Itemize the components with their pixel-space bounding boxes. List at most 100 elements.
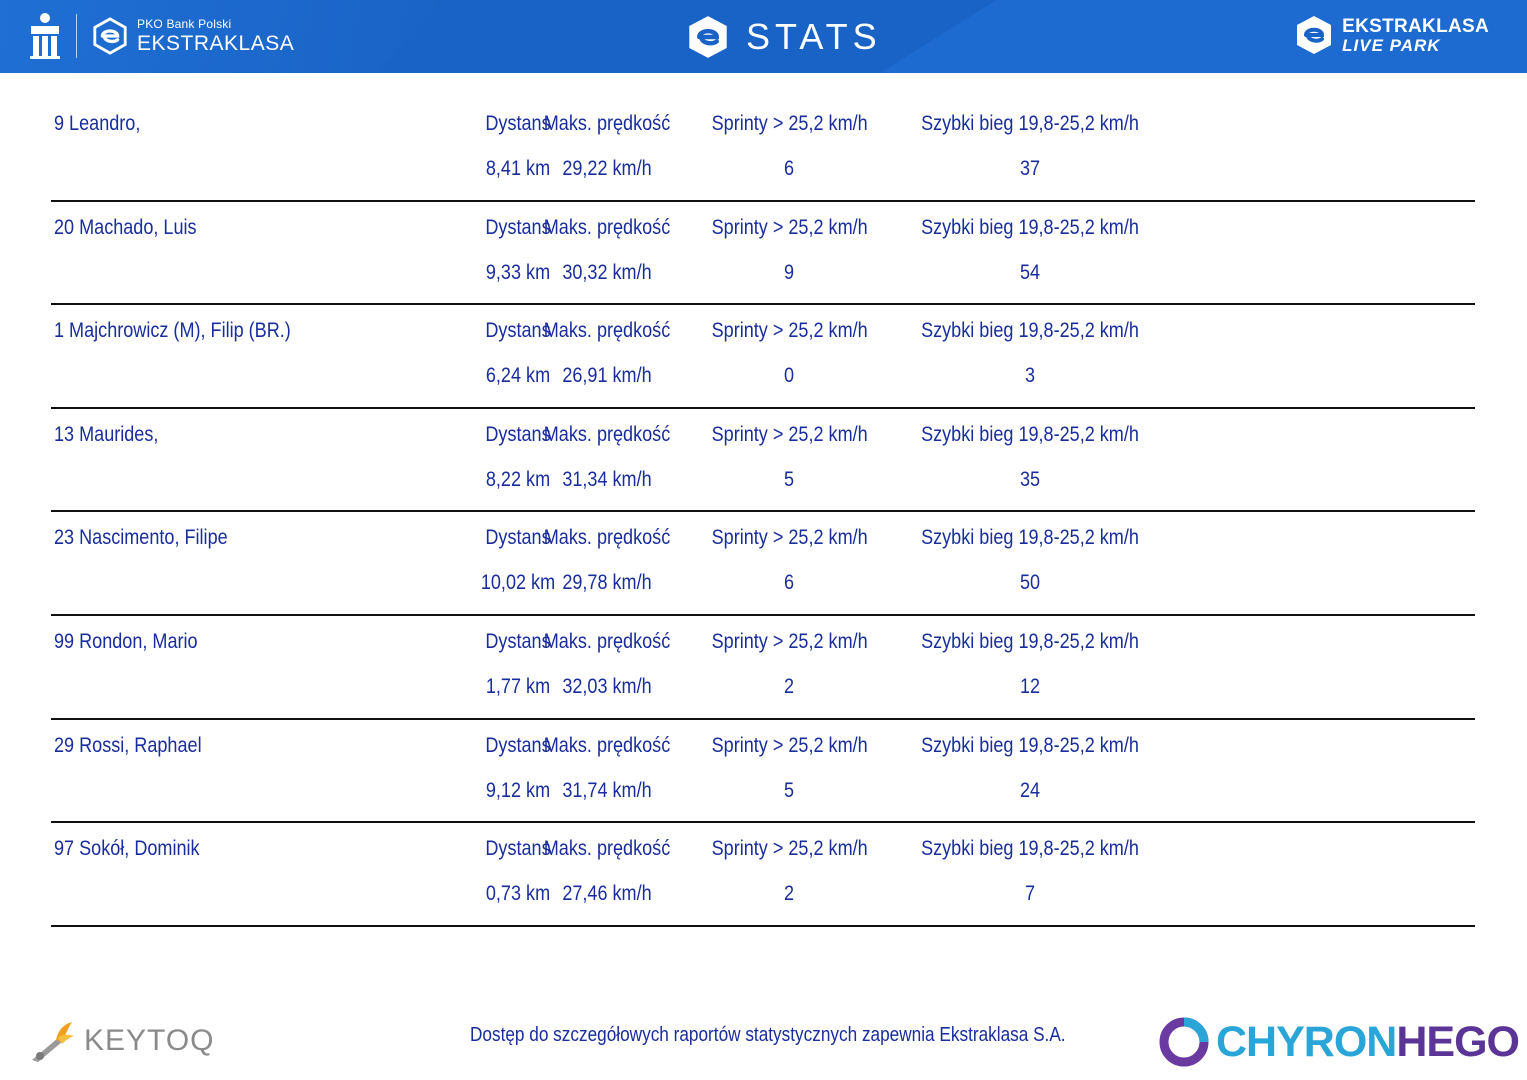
table-row: 97 Sokół, Dominik Dystans Maks. prędkość Sp… <box>51 823 1475 927</box>
header-sprints: Sprinty > 25,2 km/h <box>711 319 868 343</box>
table-row: 23 Nascimento, Filipe Dystans Maks. prędko… <box>51 512 1475 616</box>
header-sprints: Sprinty > 25,2 km/h <box>711 526 868 550</box>
header-fast-run: Szybki bieg 19,8-25,2 km/h <box>921 526 1139 550</box>
header-bar: PKO Bank Polski EKSTRAKLASA STATS EKSTRA… <box>0 0 1527 73</box>
table-row: 20 Machado, Luis Dystans Maks. prędkość Spr… <box>51 202 1475 306</box>
header-fast-run: Szybki bieg 19,8-25,2 km/h <box>921 319 1139 343</box>
value-distance: 9,33 km <box>485 260 551 284</box>
header-fast-run: Szybki bieg 19,8-25,2 km/h <box>921 733 1139 757</box>
table-row: 13 Maurides, Dystans Maks. prędkość Sprinty… <box>51 409 1475 513</box>
table-row: 29 Rossi, Raphael Dystans Maks. prędkość Sp… <box>51 720 1475 824</box>
value-distance: 0,73 km <box>485 882 551 906</box>
value-max-speed: 29,22 km/h <box>562 157 652 180</box>
header-fast-run: Szybki bieg 19,8-25,2 km/h <box>921 837 1139 861</box>
sponsor-small-text: PKO Bank Polski <box>137 17 232 31</box>
header-distance: Dystans <box>485 422 551 446</box>
page-title-text: STATS <box>746 16 882 57</box>
value-fast-run: 3 <box>1024 364 1036 388</box>
header-max-speed: Maks. prędkość <box>543 526 671 550</box>
header-sprints: Sprinty > 25,2 km/h <box>711 629 868 653</box>
header-fast-run: Szybki bieg 19,8-25,2 km/h <box>921 422 1139 446</box>
value-distance: 9,12 km <box>485 778 551 802</box>
table-row: 1 Majchrowicz (M), Filip (BR.) Dystans Mak… <box>51 305 1475 409</box>
player-name: 9 Leandro, <box>54 112 141 135</box>
value-max-speed: 27,46 km/h <box>562 882 652 906</box>
value-max-speed: 26,91 km/h <box>562 364 652 388</box>
value-distance: 6,24 km <box>485 364 551 388</box>
header-max-speed: Maks. prędkość <box>543 422 671 446</box>
value-sprints: 6 <box>783 571 795 595</box>
player-name: 99 Rondon, Mario <box>54 629 198 653</box>
player-name: 1 Majchrowicz (M), Filip (BR.) <box>54 319 291 343</box>
header-distance: Dystans <box>485 629 551 653</box>
header-max-speed: Maks. prędkość <box>543 837 671 861</box>
value-fast-run: 37 <box>1019 157 1041 180</box>
keytoq-text: KEYTOQ <box>84 1024 215 1057</box>
keytoq-logo: KEYTOQ <box>28 1016 214 1066</box>
hego-text: HEGO <box>1396 1017 1520 1066</box>
footer-note: Dostęp do szczegółowych raportów statyst… <box>470 1024 1066 1046</box>
value-sprints: 2 <box>783 674 795 698</box>
value-sprints: 6 <box>783 157 795 180</box>
value-distance: 8,22 km <box>485 467 551 491</box>
value-sprints: 5 <box>783 467 795 491</box>
header-fast-run: Szybki bieg 19,8-25,2 km/h <box>921 112 1139 135</box>
chyronhego-logo-icon <box>1159 1017 1209 1067</box>
value-distance: 10,02 km <box>480 571 556 595</box>
header-sprints: Sprinty > 25,2 km/h <box>711 837 868 861</box>
live-park-line2: LIVE PARK <box>1342 35 1441 55</box>
value-fast-run: 35 <box>1019 467 1041 491</box>
page-title: STATS <box>686 14 882 60</box>
header-facet-left <box>0 0 440 73</box>
value-sprints: 9 <box>783 260 795 284</box>
header-sprints: Sprinty > 25,2 km/h <box>711 733 868 757</box>
header-max-speed: Maks. prędkość <box>543 319 671 343</box>
header-distance: Dystans <box>485 733 551 757</box>
header-distance: Dystans <box>485 837 551 861</box>
player-name: 97 Sokół, Dominik <box>54 837 200 861</box>
header-sprints: Sprinty > 25,2 km/h <box>711 215 868 239</box>
header-max-speed: Maks. prędkość <box>543 112 671 135</box>
header-sprints: Sprinty > 25,2 km/h <box>711 112 868 135</box>
keytoq-logo-icon <box>32 1022 74 1062</box>
player-name: 20 Machado, Luis <box>54 215 197 239</box>
ekstraklasa-logo-icon <box>93 17 127 55</box>
value-sprints: 0 <box>783 364 795 388</box>
header-max-speed: Maks. prędkość <box>543 733 671 757</box>
header-distance: Dystans <box>485 319 551 343</box>
value-fast-run: 54 <box>1019 260 1041 284</box>
logo-divider <box>76 14 77 58</box>
live-park-line1: EKSTRAKLASA <box>1342 15 1489 37</box>
header-fast-run: Szybki bieg 19,8-25,2 km/h <box>921 215 1139 239</box>
value-max-speed: 30,32 km/h <box>562 260 652 284</box>
value-max-speed: 31,74 km/h <box>562 778 652 802</box>
value-distance: 8,41 km <box>485 157 551 180</box>
value-sprints: 2 <box>783 882 795 906</box>
value-max-speed: 31,34 km/h <box>562 467 652 491</box>
value-fast-run: 50 <box>1019 571 1041 595</box>
header-distance: Dystans <box>485 112 551 135</box>
player-stats-table: 9 Leandro, Dystans Maks. prędkość Sprinty >… <box>51 98 1475 927</box>
pko-bank-logo-icon <box>30 13 60 59</box>
sponsor-logo: PKO Bank Polski EKSTRAKLASA <box>28 10 294 62</box>
chyronhego-logo: CHYRONHEGO <box>1158 1016 1520 1068</box>
value-distance: 1,77 km <box>485 674 551 698</box>
stats-logo-icon <box>689 16 727 58</box>
header-max-speed: Maks. prędkość <box>543 629 671 653</box>
value-sprints: 5 <box>783 778 795 802</box>
value-max-speed: 29,78 km/h <box>562 571 652 595</box>
header-sprints: Sprinty > 25,2 km/h <box>711 422 868 446</box>
value-fast-run: 7 <box>1024 882 1036 906</box>
header-max-speed: Maks. prędkość <box>543 215 671 239</box>
player-name: 29 Rossi, Raphael <box>54 733 202 757</box>
value-max-speed: 32,03 km/h <box>562 674 652 698</box>
live-park-logo: EKSTRAKLASA LIVE PARK <box>1294 15 1489 55</box>
header-distance: Dystans <box>485 526 551 550</box>
value-fast-run: 12 <box>1019 674 1041 698</box>
table-row: 9 Leandro, Dystans Maks. prędkość Sprinty >… <box>51 98 1475 202</box>
header-facet-right <box>880 0 1527 73</box>
sponsor-big-text: EKSTRAKLASA <box>137 32 295 55</box>
player-name: 23 Nascimento, Filipe <box>54 526 228 550</box>
header-distance: Dystans <box>485 215 551 239</box>
table-row: 99 Rondon, Mario Dystans Maks. prędkość Spr… <box>51 616 1475 720</box>
